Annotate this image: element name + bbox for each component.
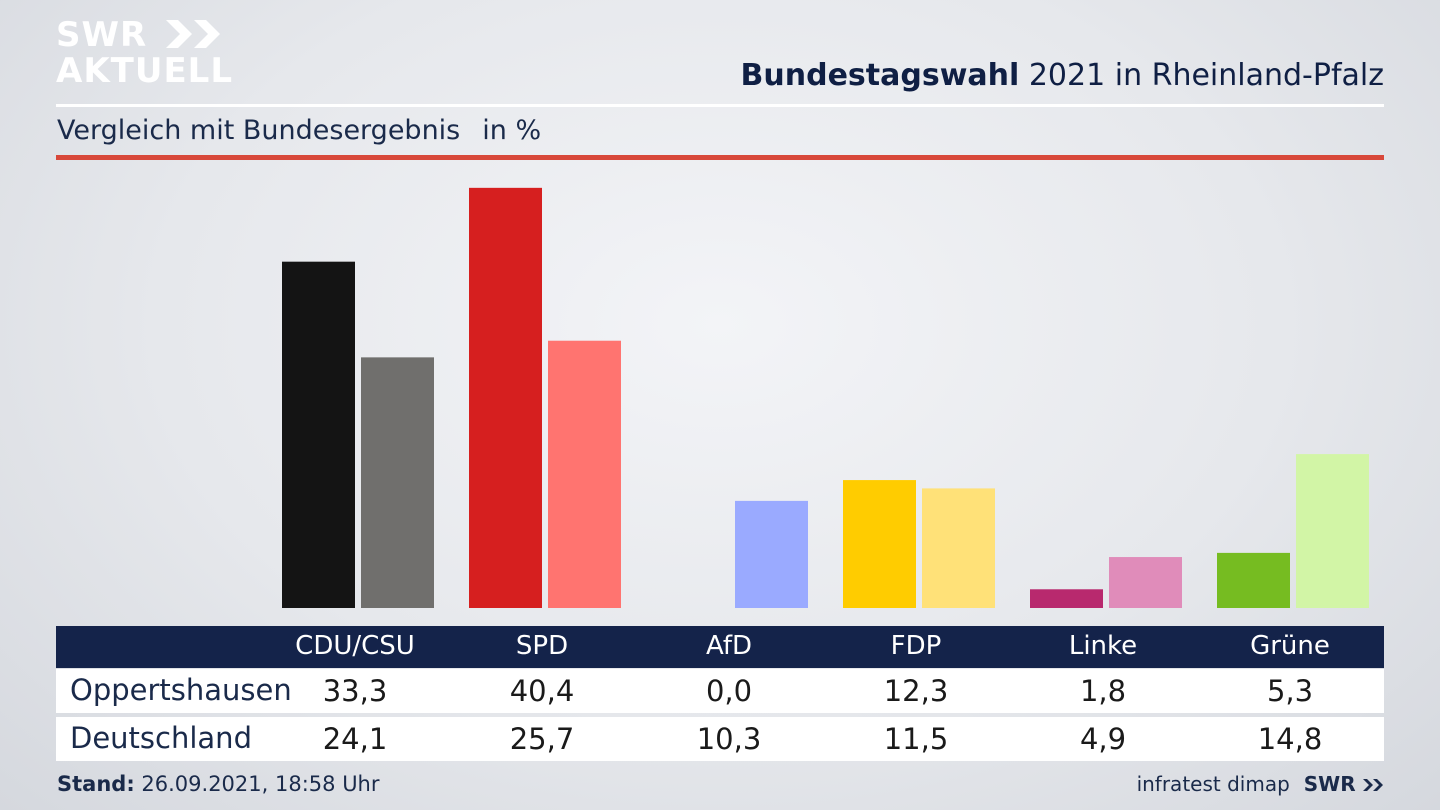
title-bold: Bundestagswahl — [740, 58, 1020, 93]
value-cell: 14,8 — [1257, 722, 1323, 756]
bar-linke-deutschland — [1109, 557, 1182, 608]
value-cell: 4,9 — [1079, 722, 1127, 756]
header-gruene: Grüne — [1250, 631, 1330, 661]
title-rest: 2021 in Rheinland-Pfalz — [1028, 58, 1384, 93]
unit-label: in % — [482, 115, 542, 146]
bar-afd-deutschland — [735, 500, 808, 608]
stand-value: 26.09.2021, 18:58 Uhr — [141, 772, 380, 796]
logo-line-2: AKTUELL — [56, 51, 234, 91]
chevron-double-icon — [166, 20, 220, 48]
value-cell: 10,3 — [696, 722, 762, 756]
footer-source: infratest dimap SWR — [1137, 772, 1384, 796]
header-fdp: FDP — [890, 631, 942, 661]
value-cell: 33,3 — [322, 674, 388, 708]
bar-cdu-csu-deutschland — [361, 357, 434, 608]
page-title: Bundestagswahl 2021 in Rheinland-Pfalz — [741, 58, 1384, 93]
value-cell: 25,7 — [509, 722, 575, 756]
logo-line-1: SWR — [56, 15, 148, 55]
header-divider — [56, 104, 1384, 107]
header-cdu-csu: CDU/CSU — [295, 631, 415, 661]
value-cell: 24,1 — [322, 722, 388, 756]
bar-fdp-deutschland — [922, 488, 995, 608]
stand-label: Stand: — [57, 772, 135, 796]
row-label-deutschland: Deutschland — [70, 721, 252, 755]
value-cell: 40,4 — [509, 674, 575, 708]
bar-spd-deutschland — [548, 340, 621, 608]
bar-gruene-deutschland — [1296, 454, 1369, 608]
bar-cdu-csu-oppertshausen — [282, 261, 355, 608]
header-linke: Linke — [1068, 631, 1138, 661]
subtitle: Vergleich mit Bundesergebnis in % — [57, 115, 541, 146]
bar-fdp-oppertshausen — [843, 480, 916, 608]
footer-brand: SWR — [1303, 772, 1356, 796]
bar-linke-oppertshausen — [1030, 589, 1103, 608]
bar-spd-oppertshausen — [469, 187, 542, 608]
table-header: CDU/CSU SPD AfD FDP Linke Grüne — [56, 626, 1384, 668]
table-row: Oppertshausen 33,3 40,4 0,0 12,3 1,8 5,3 — [56, 669, 1384, 713]
header-spd: SPD — [515, 631, 569, 661]
swr-aktuell-logo: SWR AKTUELL — [56, 16, 256, 91]
value-cell: 12,3 — [883, 674, 949, 708]
subtitle-text: Vergleich mit Bundesergebnis — [57, 115, 461, 146]
value-cell: 5,3 — [1266, 674, 1314, 708]
value-cell: 1,8 — [1079, 674, 1127, 708]
header-afd: AfD — [705, 631, 753, 661]
value-cell: 11,5 — [883, 722, 949, 756]
table-row: Deutschland 24,1 25,7 10,3 11,5 4,9 14,8 — [56, 717, 1384, 761]
bar-gruene-oppertshausen — [1217, 552, 1290, 608]
chevron-double-icon — [1363, 779, 1383, 791]
value-cell: 0,0 — [705, 674, 753, 708]
row-label-oppertshausen: Oppertshausen — [70, 673, 292, 707]
accent-divider — [56, 155, 1384, 160]
footer-timestamp: Stand: 26.09.2021, 18:58 Uhr — [57, 772, 380, 796]
source-label: infratest dimap — [1136, 772, 1290, 796]
